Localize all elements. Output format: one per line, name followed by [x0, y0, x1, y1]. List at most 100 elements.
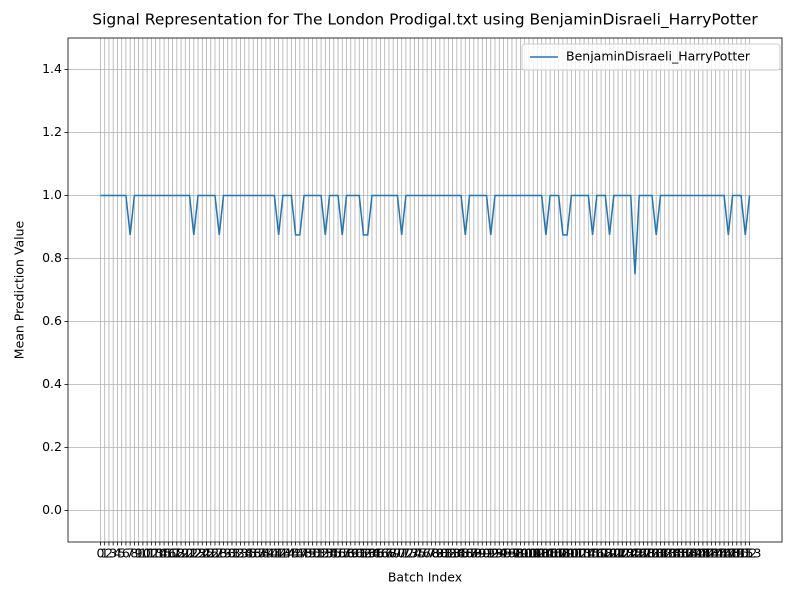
x-tick-label: 28	[211, 546, 227, 561]
x-tick-label: 50	[305, 546, 321, 561]
x-tick-label: 48	[296, 546, 312, 561]
x-tick-label: 3	[109, 546, 117, 561]
x-tick-label: 21	[182, 546, 198, 561]
y-tick-label: 0.8	[42, 250, 62, 265]
x-tick-label: 144	[699, 546, 723, 561]
x-tick-label: 27	[207, 546, 223, 561]
x-tick-label: 22	[186, 546, 202, 561]
x-tick-label: 13	[148, 546, 164, 561]
x-tick-label: 54	[322, 546, 338, 561]
y-tick-label: 1.0	[42, 187, 62, 202]
x-tick-label: 120	[598, 546, 622, 561]
x-tick-label: 94	[491, 546, 507, 561]
x-tick-label: 32	[228, 546, 244, 561]
x-tick-label: 119	[593, 546, 617, 561]
x-tick-label: 129	[636, 546, 660, 561]
x-tick-label: 43	[275, 546, 291, 561]
x-tick-label: 121	[602, 546, 626, 561]
x-tick-label: 86	[457, 546, 473, 561]
x-tick-label: 146	[708, 546, 732, 561]
chart-title: Signal Representation for The London Pro…	[92, 11, 758, 30]
x-tick-label: 65	[368, 546, 384, 561]
x-tick-label: 149	[721, 546, 745, 561]
x-tick-label: 39	[258, 546, 274, 561]
x-tick-label: 73	[402, 546, 418, 561]
x-tick-label: 19	[173, 546, 189, 561]
x-tick-label: 106	[538, 546, 562, 561]
x-tick-label: 122	[606, 546, 630, 561]
x-tick-label: 131	[644, 546, 668, 561]
x-tick-label: 147	[712, 546, 736, 561]
x-tick-label: 89	[470, 546, 486, 561]
x-tick-label: 138	[674, 546, 698, 561]
x-tick-label: 105	[534, 546, 558, 561]
x-tick-label: 58	[339, 546, 355, 561]
x-tick-label: 33	[233, 546, 249, 561]
x-tick-label: 45	[283, 546, 299, 561]
x-tick-label: 46	[288, 546, 304, 561]
x-tick-label: 132	[649, 546, 673, 561]
x-tick-label: 4	[113, 546, 121, 561]
x-tick-label: 38	[254, 546, 270, 561]
x-tick-label: 70	[389, 546, 405, 561]
x-tick-label: 60	[347, 546, 363, 561]
x-tick-label: 91	[479, 546, 495, 561]
x-tick-label: 99	[513, 546, 529, 561]
x-tick-label: 107	[542, 546, 566, 561]
x-tick-label: 24	[194, 546, 210, 561]
x-tick-label: 84	[449, 546, 465, 561]
x-tick-label: 15	[156, 546, 172, 561]
x-tick-label: 11	[139, 546, 155, 561]
x-tick-label: 69	[385, 546, 401, 561]
x-tick-label: 143	[695, 546, 719, 561]
x-tick-label: 76	[415, 546, 431, 561]
x-tick-label: 92	[483, 546, 499, 561]
x-tick-label: 135	[661, 546, 685, 561]
x-tick-label: 128	[632, 546, 656, 561]
x-tick-label: 9	[135, 546, 143, 561]
x-tick-label: 81	[436, 546, 452, 561]
x-tick-label: 90	[474, 546, 490, 561]
x-tick-label: 126	[623, 546, 647, 561]
y-tick-label: 0.4	[42, 376, 62, 391]
x-axis-label: Batch Index	[388, 570, 462, 585]
x-tick-label: 14	[152, 546, 168, 561]
x-tick-label: 41	[266, 546, 282, 561]
x-tick-label: 125	[619, 546, 643, 561]
x-tick-label: 53	[317, 546, 333, 561]
x-tick-label: 72	[398, 546, 414, 561]
x-tick-label: 130	[640, 546, 664, 561]
x-tick-label: 150	[725, 546, 749, 561]
x-tick-label: 23	[190, 546, 206, 561]
x-tick-label: 67	[377, 546, 393, 561]
x-tick-label: 109	[551, 546, 575, 561]
x-tick-label: 110	[555, 546, 579, 561]
x-tick-label: 16	[160, 546, 176, 561]
x-tick-label: 140	[682, 546, 706, 561]
x-tick-label: 18	[169, 546, 185, 561]
x-tick-label: 117	[585, 546, 609, 561]
x-tick-label: 82	[440, 546, 456, 561]
x-tick-label: 20	[177, 546, 193, 561]
x-tick-label: 37	[249, 546, 265, 561]
x-tick-label: 64	[364, 546, 380, 561]
x-tick-label: 34	[237, 546, 253, 561]
x-tick-label: 127	[627, 546, 651, 561]
x-tick-label: 51	[309, 546, 325, 561]
x-tick-label: 102	[521, 546, 545, 561]
x-tick-label: 10	[135, 546, 151, 561]
x-tick-label: 98	[508, 546, 524, 561]
x-tick-label: 104	[530, 546, 554, 561]
x-tick-label: 133	[653, 546, 677, 561]
x-tick-label: 52	[313, 546, 329, 561]
y-tick-label: 0.0	[42, 502, 62, 517]
x-tick-label: 12	[143, 546, 159, 561]
x-tick-label: 31	[224, 546, 240, 561]
x-tick-label: 113	[568, 546, 592, 561]
x-tick-label: 152	[733, 546, 757, 561]
x-tick-label: 139	[678, 546, 702, 561]
x-tick-label: 6	[122, 546, 130, 561]
